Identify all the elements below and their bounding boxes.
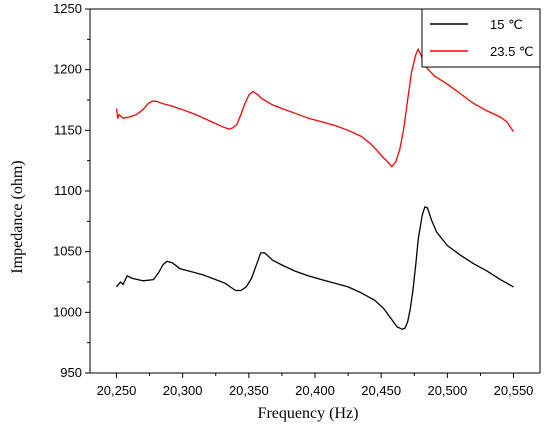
x-tick-label: 20,450: [361, 383, 401, 398]
x-tick-label: 20,550: [494, 383, 534, 398]
series-layer: [115, 48, 515, 330]
x-tick-label: 20,350: [229, 383, 269, 398]
y-axis: 950 1000 1050 1100 1150 1200 1250: [53, 1, 90, 380]
x-tick-label: 20,400: [295, 383, 335, 398]
legend: 15 ℃ 23.5 ℃: [421, 8, 541, 68]
y-axis-title: Impedance (ohm): [9, 160, 26, 273]
legend-box: [421, 8, 541, 68]
x-axis: 20,250 20,300 20,350 20,400 20,450 20,500 20,5…: [97, 373, 534, 398]
y-tick-label: 1200: [53, 62, 82, 77]
series-line-1: [115, 206, 514, 330]
y-tick-label: 1100: [54, 183, 82, 198]
x-tick-label: 20,300: [163, 383, 203, 398]
x-tick-label: 20,500: [427, 383, 467, 398]
y-tick-label: 950: [60, 365, 82, 380]
y-tick-label: 1000: [53, 304, 82, 319]
legend-label-2: 23.5 ℃: [490, 44, 534, 59]
y-tick-label: 1250: [53, 1, 82, 16]
y-tick-label: 1150: [54, 122, 82, 137]
x-tick-label: 20,250: [97, 383, 137, 398]
x-axis-title: Frequency (Hz): [258, 405, 359, 422]
y-tick-label: 1050: [53, 244, 82, 259]
legend-label-1: 15 ℃: [490, 17, 523, 32]
